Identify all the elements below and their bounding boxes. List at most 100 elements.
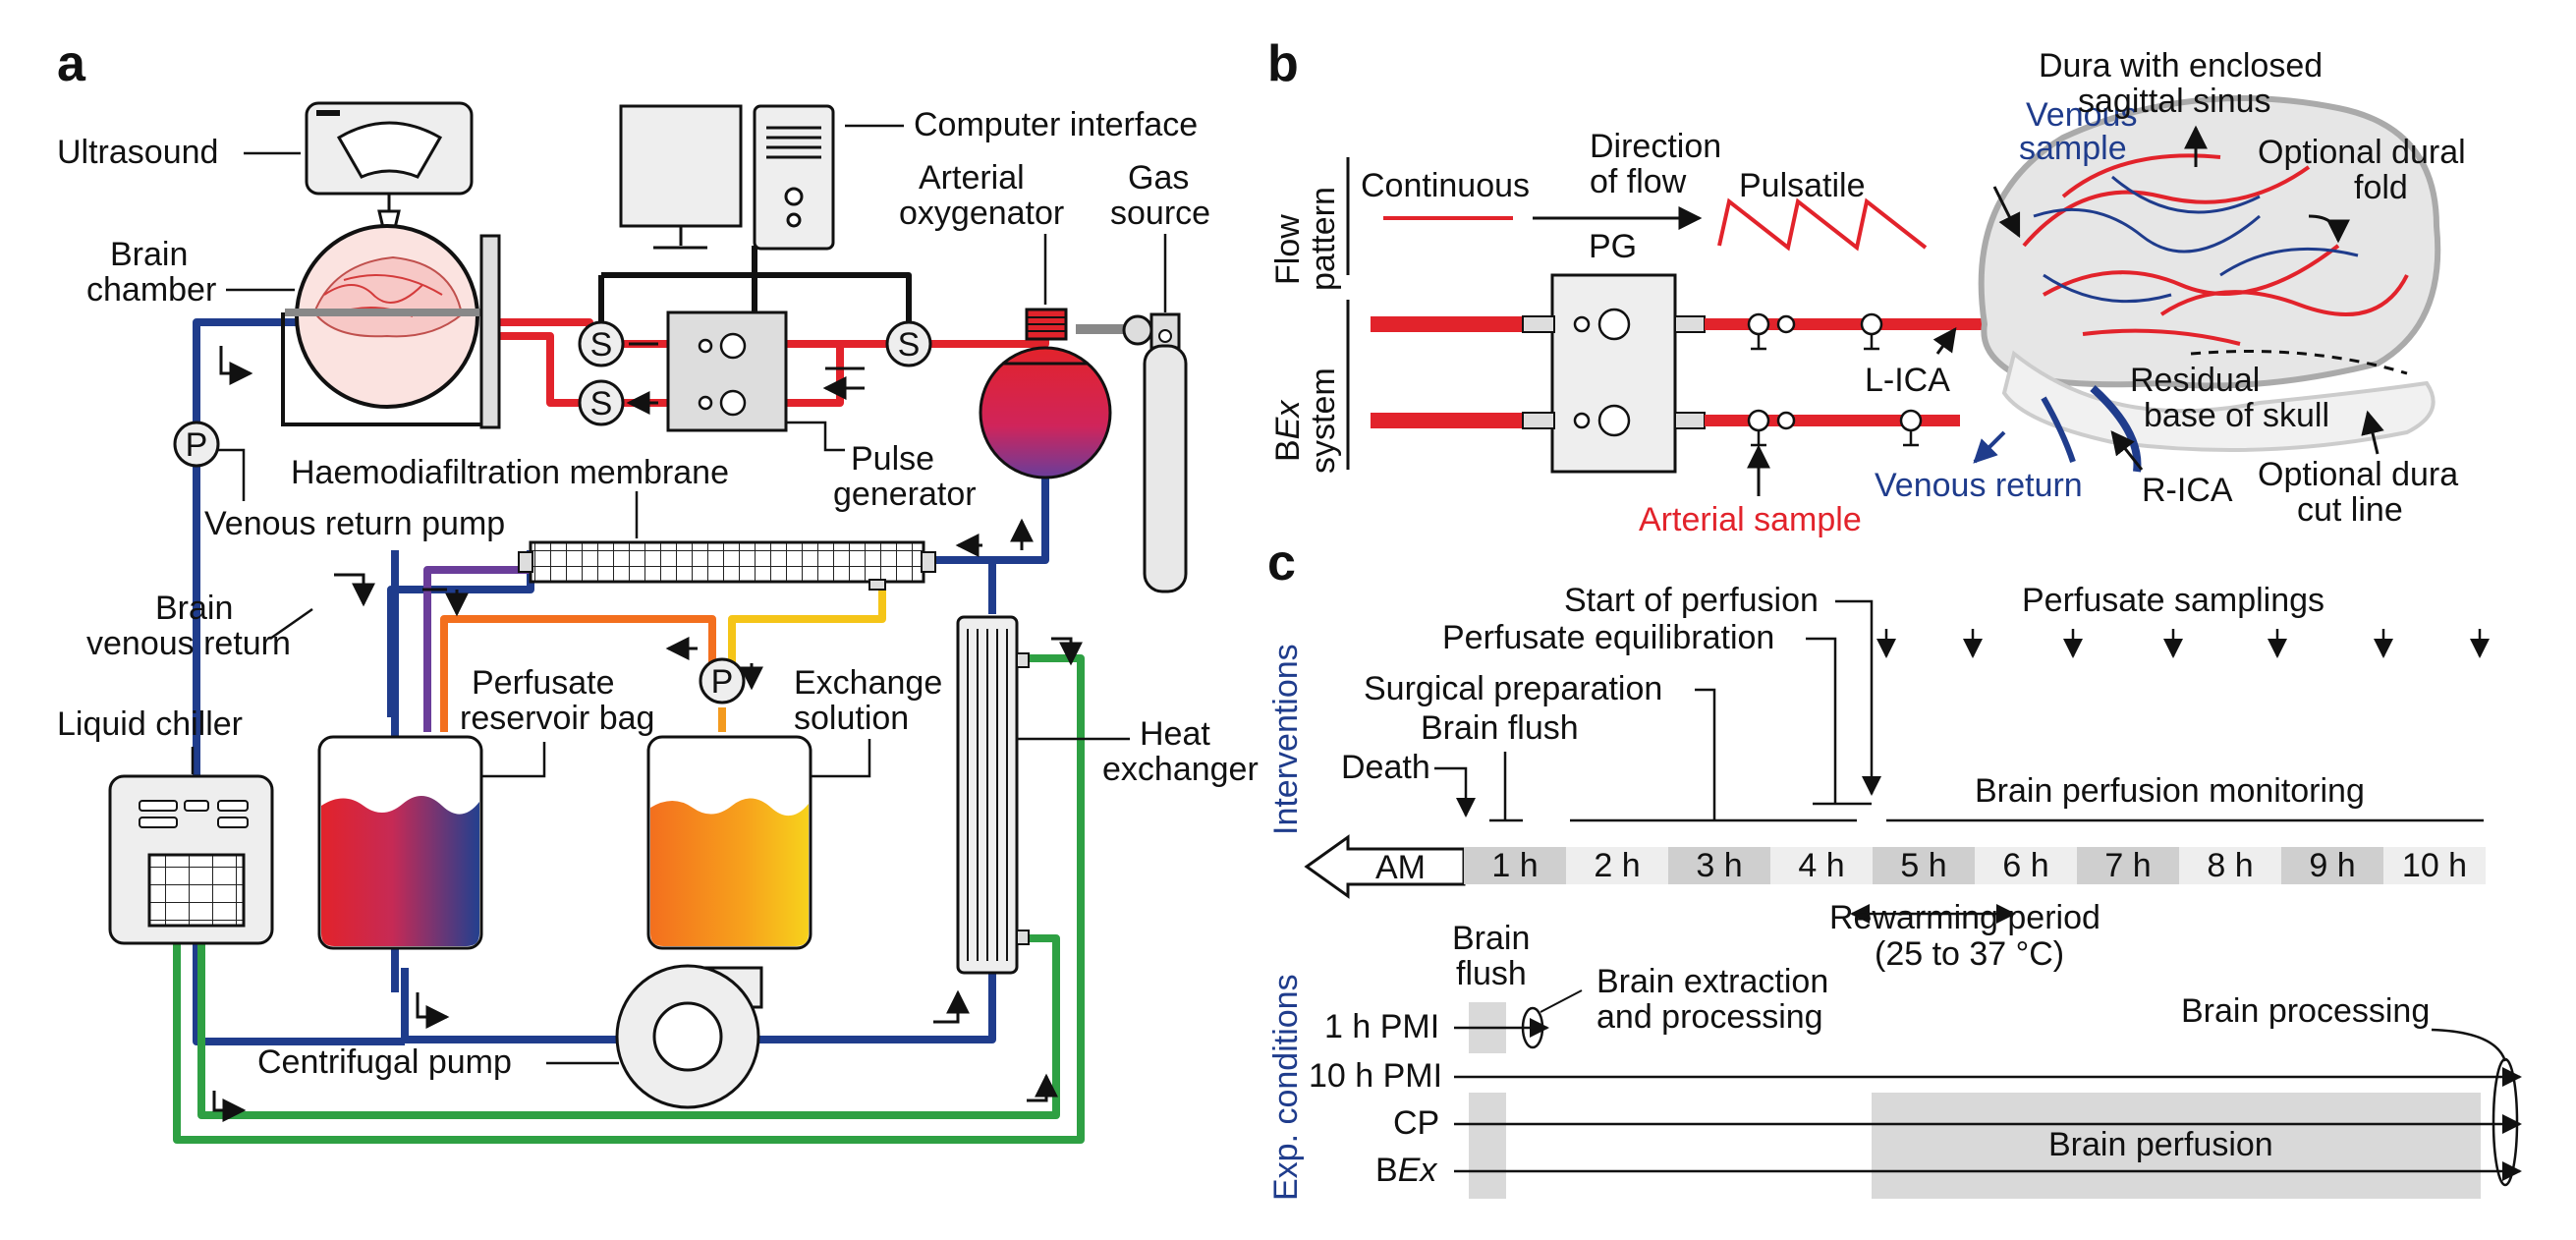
label-liquid-chiller: Liquid chiller bbox=[57, 705, 243, 743]
label-pulsatile: Pulsatile bbox=[1739, 167, 1866, 204]
venous-return-pump: P bbox=[173, 421, 220, 468]
label-brain-flush-c-1: Brain bbox=[1452, 920, 1530, 957]
hour-cell bbox=[1975, 847, 2077, 884]
label-heat-1: Heat bbox=[1140, 715, 1210, 753]
label-row-bex: BEx bbox=[1375, 1152, 1437, 1189]
brain-perfusion-shade bbox=[1872, 1093, 2481, 1199]
label-gas-1: Gas bbox=[1128, 159, 1189, 197]
label-brain-flush: Brain flush bbox=[1421, 709, 1579, 747]
label-optional-cut-2: cut line bbox=[2297, 491, 2403, 529]
centrifugal-pump bbox=[615, 964, 763, 1109]
heat-exchanger bbox=[956, 615, 1030, 975]
hour-cell bbox=[1464, 847, 1566, 884]
label-brain-extraction-2: and processing bbox=[1596, 998, 1823, 1036]
panel-label-b: b bbox=[1267, 35, 1299, 92]
label-l-ica: L-ICA bbox=[1865, 362, 1950, 399]
svg-text:P: P bbox=[711, 663, 734, 701]
ultrasound-probe-icon bbox=[377, 194, 401, 230]
hour-cell bbox=[1873, 847, 1975, 884]
label-exchange-1: Exchange bbox=[794, 664, 942, 702]
label-residual-2: base of skull bbox=[2144, 397, 2329, 434]
exchange-pump: P bbox=[699, 657, 746, 705]
hour-cell bbox=[1566, 847, 1668, 884]
label-row-10h-pmi: 10 h PMI bbox=[1309, 1057, 1442, 1095]
sensor-s-2: S bbox=[578, 379, 625, 426]
monitor-icon bbox=[619, 104, 743, 228]
arterial-tube-pg-in bbox=[619, 340, 668, 407]
panel-a: a bbox=[57, 35, 1259, 1144]
label-venous-return-b: Venous return bbox=[1875, 467, 2083, 504]
panel-label-a: a bbox=[57, 35, 86, 92]
perfusate-reservoir bbox=[317, 735, 483, 950]
label-r-ica: R-ICA bbox=[2142, 472, 2233, 509]
exchange-tube-orange bbox=[440, 615, 716, 732]
label-brain-venous-2: venous return bbox=[86, 625, 291, 662]
label-oxygenator-1: Arterial bbox=[919, 159, 1025, 197]
computer bbox=[619, 104, 835, 251]
svg-text:S: S bbox=[898, 326, 921, 364]
hour-cell bbox=[1770, 847, 1873, 884]
stopcocks bbox=[1747, 312, 1923, 447]
venous-tube-oxy bbox=[933, 556, 996, 614]
hour-label: 7 h bbox=[2104, 847, 2151, 884]
label-brain-venous-1: Brain bbox=[155, 590, 233, 627]
panel-label-c: c bbox=[1267, 535, 1296, 592]
label-gas-2: source bbox=[1110, 195, 1210, 232]
label-perfusate-equilibration: Perfusate equilibration bbox=[1442, 619, 1774, 656]
brain-chamber bbox=[281, 224, 501, 429]
purple-tube bbox=[423, 566, 531, 732]
label-brain-perfusion-monitoring: Brain perfusion monitoring bbox=[1975, 772, 2365, 810]
timeline: AM 1 h 2 h 3 h 4 h 5 h 6 h 7 h 8 h 9 h 10 h bbox=[1304, 834, 2486, 899]
label-rewarming-1: Rewarming period bbox=[1829, 899, 2100, 936]
label-brain-chamber-1: Brain bbox=[110, 236, 188, 273]
chiller-tube-inner bbox=[197, 934, 1060, 1119]
label-venous-sample-1: Venous bbox=[2026, 96, 2137, 134]
label-continuous: Continuous bbox=[1361, 167, 1530, 204]
pulse-generator bbox=[666, 310, 788, 432]
hour-label: 4 h bbox=[1798, 847, 1844, 884]
hour-label: 5 h bbox=[1900, 847, 1946, 884]
label-optional-cut-1: Optional dura bbox=[2258, 456, 2458, 493]
hour-label: 8 h bbox=[2207, 847, 2253, 884]
hour-label: 9 h bbox=[2309, 847, 2355, 884]
label-haemodiafiltration: Haemodiafiltration membrane bbox=[291, 454, 729, 491]
label-arterial-sample: Arterial sample bbox=[1639, 501, 1862, 538]
flush-shade-cp-bex bbox=[1469, 1093, 1506, 1199]
label-interventions-axis: Interventions bbox=[1267, 644, 1305, 835]
label-rewarming-2: (25 to 37 °C) bbox=[1875, 935, 2064, 973]
exchange-tube-yellow bbox=[728, 575, 886, 678]
label-exchange-2: solution bbox=[794, 700, 909, 737]
arterial-oxygenator bbox=[979, 308, 1112, 479]
label-brain-extraction-1: Brain extraction bbox=[1596, 963, 1828, 1000]
venous-tube-left bbox=[193, 318, 405, 1045]
hour-cell bbox=[1668, 847, 1770, 884]
label-reservoir-2: reservoir bag bbox=[460, 700, 654, 737]
exchange-solution-bag bbox=[646, 735, 812, 950]
label-brain-flush-c-2: flush bbox=[1456, 955, 1527, 992]
label-ultrasound: Ultrasound bbox=[57, 134, 218, 171]
sensor-s-1: S bbox=[578, 320, 625, 367]
liquid-chiller bbox=[108, 774, 274, 945]
label-dura-1: Dura with enclosed bbox=[2039, 47, 2323, 85]
label-brain-processing: Brain processing bbox=[2181, 992, 2430, 1030]
label-dura-2: sagittal sinus bbox=[2078, 83, 2271, 120]
label-bex-system-2: system bbox=[1305, 367, 1342, 474]
panel-b: b Flow pattern BEx system Continuous Dir… bbox=[1267, 35, 2466, 538]
label-perfusate-samplings: Perfusate samplings bbox=[2022, 582, 2324, 619]
sensor-s-3: S bbox=[885, 320, 932, 367]
gas-cylinder-icon bbox=[1143, 344, 1188, 593]
label-flow-pattern-1: Flow bbox=[1269, 214, 1307, 285]
label-reservoir-1: Perfusate bbox=[472, 664, 615, 702]
arterial-tube-lower bbox=[481, 332, 589, 407]
ultrasound-screen-icon bbox=[336, 121, 443, 179]
sampling-arrows bbox=[1876, 629, 2490, 658]
venous-tube-bottom bbox=[401, 968, 629, 1043]
label-heat-2: exchanger bbox=[1102, 751, 1259, 788]
label-oxygenator-2: oxygenator bbox=[899, 195, 1064, 232]
label-pulse-generator-2: generator bbox=[833, 476, 977, 513]
label-start-of-perfusion: Start of perfusion bbox=[1564, 582, 1819, 619]
svg-text:S: S bbox=[590, 385, 613, 423]
label-optional-fold-1: Optional dural bbox=[2258, 134, 2466, 171]
hour-cell bbox=[2077, 847, 2179, 884]
